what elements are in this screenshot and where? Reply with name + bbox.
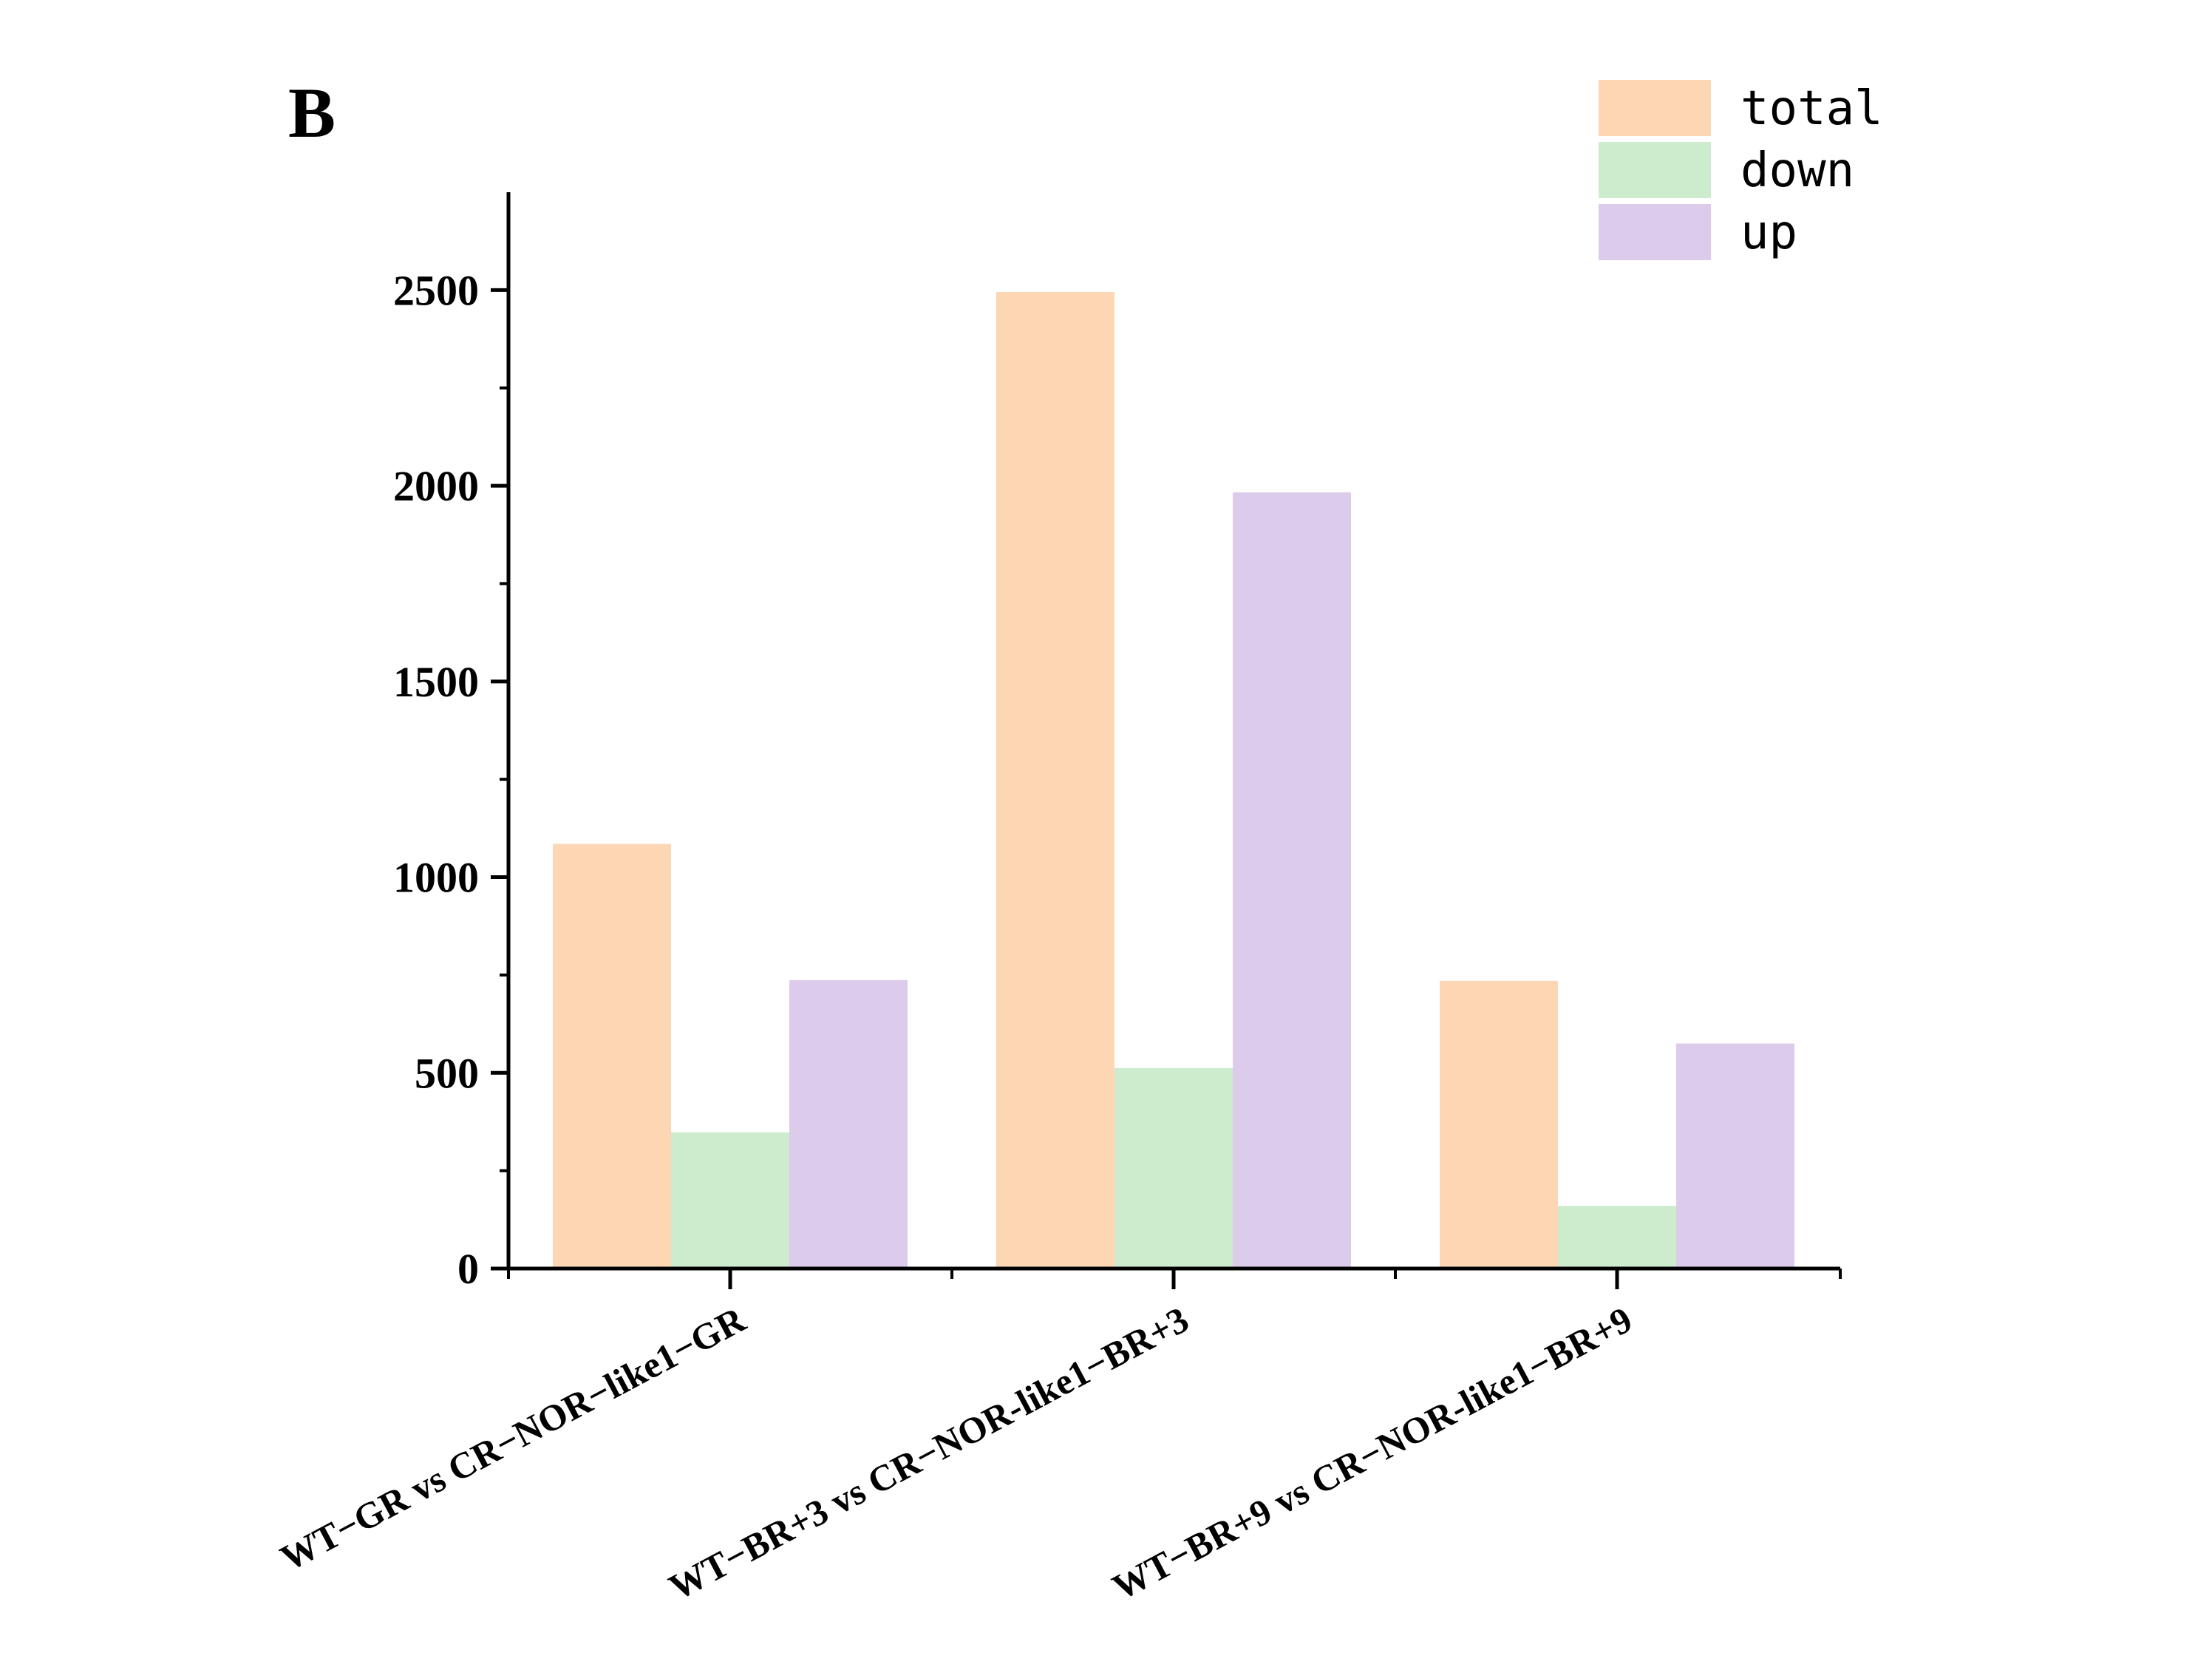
- x-category-label-2: WT−BR+3 vs CR−NOR-like1−BR+3: [662, 1298, 1195, 1608]
- bar-up-2: [1233, 492, 1351, 1269]
- x-category-label-1: WT−GR vs CR−NOR−like1−GR: [273, 1298, 752, 1579]
- bar-total-2: [996, 292, 1114, 1269]
- bar-down-3: [1558, 1206, 1676, 1269]
- y-tick-label-500: 500: [415, 1049, 479, 1097]
- y-tick-label-2500: 2500: [393, 266, 479, 314]
- legend: total down up: [1599, 80, 1883, 260]
- legend-swatch-down: [1599, 142, 1711, 198]
- legend-label-down: down: [1740, 143, 1854, 198]
- x-category-label-3: WT−BR+9 vs CR−NOR-like1−BR+9: [1106, 1298, 1638, 1608]
- legend-label-up: up: [1740, 206, 1797, 260]
- bar-total-3: [1440, 980, 1558, 1269]
- legend-swatch-up: [1599, 204, 1711, 260]
- bar-down-1: [671, 1132, 789, 1269]
- bar-total-1: [553, 843, 671, 1269]
- y-tick-label-0: 0: [457, 1245, 479, 1293]
- bar-up-3: [1676, 1043, 1794, 1269]
- y-tick-label-1500: 1500: [393, 658, 479, 706]
- y-tick-label-2000: 2000: [393, 462, 479, 510]
- y-tick-label-1000: 1000: [393, 854, 479, 902]
- bar-down-2: [1114, 1067, 1233, 1269]
- bar-up-1: [789, 980, 908, 1269]
- panel-label: B: [288, 73, 336, 152]
- bars-group: [553, 292, 1794, 1269]
- legend-swatch-total: [1599, 80, 1711, 136]
- legend-label-total: total: [1740, 81, 1883, 136]
